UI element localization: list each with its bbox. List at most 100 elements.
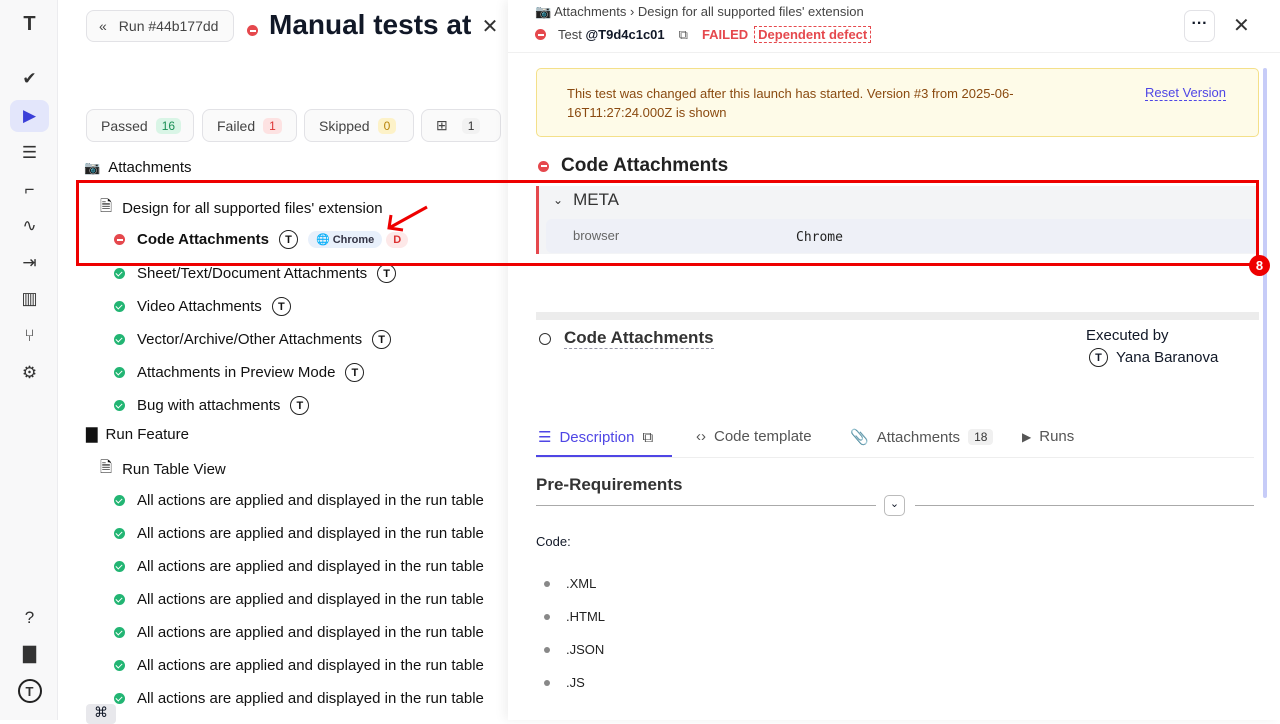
failed-status-icon xyxy=(247,25,258,36)
circle-status-icon xyxy=(539,332,551,345)
manual-test-icon: T xyxy=(290,396,310,415)
camera-icon: 📷 xyxy=(84,159,101,175)
test-item[interactable]: All actions are applied and displayed in… xyxy=(114,525,484,542)
test-item[interactable]: Sheet/Text/Document Attachments T xyxy=(114,264,397,283)
manual-test-icon: T xyxy=(271,297,291,316)
failed-status-icon xyxy=(535,29,546,40)
scrollbar[interactable] xyxy=(1263,68,1267,498)
test-item[interactable]: All actions are applied and displayed in… xyxy=(114,591,484,608)
meta-toggle[interactable]: ⌄ META xyxy=(553,190,620,209)
close-icon[interactable]: ✕ xyxy=(1233,15,1250,37)
executed-by-label: Executed by xyxy=(1086,327,1169,344)
test-item[interactable]: Vector/Archive/Other Attachments T xyxy=(114,330,392,349)
test-item[interactable]: Video Attachments T xyxy=(114,297,291,316)
paperclip-icon: 📎 xyxy=(850,429,869,446)
more-options-button[interactable]: ··· xyxy=(1184,10,1215,42)
version-notice: This test was changed after this launch … xyxy=(536,68,1259,137)
double-chevron-left-icon: « xyxy=(99,18,107,34)
meta-section: ⌄ META browser Chrome xyxy=(536,186,1258,254)
list-item: .JSON xyxy=(544,642,604,657)
chevron-down-icon: ⌄ xyxy=(553,193,564,207)
suite-attachments[interactable]: 📷 Attachments xyxy=(84,159,192,176)
filter-failed[interactable]: Failed 1 xyxy=(202,109,297,142)
test-code-attachments[interactable]: Code Attachments T 🌐 Chrome D xyxy=(114,230,409,249)
avatar-icon[interactable]: T xyxy=(10,675,49,707)
breadcrumb: 📷 Attachments › Design for all supported… xyxy=(535,4,864,19)
meta-value: Chrome xyxy=(796,230,843,245)
manual-test-icon: T xyxy=(278,230,298,249)
tab-description[interactable]: ☰ Description ⧉ xyxy=(538,428,654,447)
steps-icon[interactable]: ⌐ xyxy=(24,180,35,199)
logo-icon[interactable]: T xyxy=(23,12,36,35)
list-icon: ☰ xyxy=(538,429,552,446)
browser-tag: 🌐 Chrome xyxy=(307,231,383,248)
expand-button[interactable]: ⌄ xyxy=(884,495,905,516)
meta-key: browser xyxy=(573,228,620,243)
file-run-table-view[interactable]: 🗎 Run Table View xyxy=(100,457,226,482)
tab-attachments[interactable]: 📎 Attachments 18 xyxy=(850,428,994,446)
reset-version-link[interactable]: Reset Version xyxy=(1145,85,1226,101)
camera-icon: 📷 xyxy=(535,4,552,19)
filter-comments[interactable]: ⊞ 1 xyxy=(421,109,501,142)
sub-test-title[interactable]: Code Attachments xyxy=(564,328,714,349)
copy-icon[interactable]: ⧉ xyxy=(678,26,688,42)
annotation-badge: 8 xyxy=(1249,255,1270,276)
avatar: T xyxy=(1089,348,1108,367)
list-item: .HTML xyxy=(544,609,605,624)
manual-test-icon: T xyxy=(372,330,392,349)
file-check-icon: 🗎 xyxy=(100,459,113,476)
back-to-run-button[interactable]: «Run #44b177dd xyxy=(86,10,234,42)
list-check-icon[interactable]: ☰ xyxy=(21,143,38,162)
copy-icon: ⧉ xyxy=(642,428,654,446)
test-item[interactable]: All actions are applied and displayed in… xyxy=(114,558,484,575)
chart-icon[interactable]: ▥ xyxy=(21,289,38,308)
folder-icon[interactable]: ▇ xyxy=(22,644,37,663)
comment-plus-icon: ⊞ xyxy=(436,117,448,133)
tab-code-template[interactable]: ‹› Code template xyxy=(696,428,812,445)
pulse-icon[interactable]: ∿ xyxy=(22,216,37,235)
run-title: Manual tests at xyxy=(269,9,472,40)
test-item[interactable]: All actions are applied and displayed in… xyxy=(114,492,484,509)
failed-status-icon xyxy=(114,234,125,245)
play-icon: ▶ xyxy=(1022,429,1032,444)
status-label: FAILED xyxy=(701,27,749,42)
defect-label[interactable]: Dependent defect xyxy=(754,26,872,43)
test-detail-panel: 📷 Attachments › Design for all supported… xyxy=(508,0,1280,720)
resize-handle[interactable] xyxy=(536,312,1259,320)
test-heading: Code Attachments xyxy=(561,155,729,176)
test-item[interactable]: All actions are applied and displayed in… xyxy=(114,624,484,641)
test-item[interactable]: Bug with attachments T xyxy=(114,396,310,415)
manual-test-icon: T xyxy=(345,363,365,382)
test-item[interactable]: All actions are applied and displayed in… xyxy=(114,690,484,707)
test-item[interactable]: All actions are applied and displayed in… xyxy=(114,657,484,674)
shortcut-button[interactable]: ⌘ xyxy=(86,704,116,724)
run-panel: «Run #44b177dd Manual tests at ✕ Passed 1… xyxy=(58,0,508,724)
red-arrow-annotation xyxy=(387,205,428,232)
close-icon[interactable]: ✕ xyxy=(473,10,507,42)
play-circle-icon[interactable]: ▶ xyxy=(10,100,49,132)
test-id: @T9d4c1c01 xyxy=(585,27,665,42)
import-icon[interactable]: ⇥ xyxy=(22,253,37,272)
help-icon[interactable]: ? xyxy=(24,608,35,627)
sidebar-nav: T ✔ ▶ ☰ ⌐ ∿ ⇥ ▥ ⑂ ⚙ ? ▇ T xyxy=(0,0,58,720)
test-item[interactable]: Attachments in Preview Mode T xyxy=(114,363,365,382)
filter-skipped[interactable]: Skipped 0 xyxy=(304,109,414,142)
file-design[interactable]: 🗎 Design for all supported files' extensi… xyxy=(100,196,383,221)
section-heading: Pre-Requirements xyxy=(536,475,683,494)
file-check-icon: 🗎 xyxy=(100,198,113,215)
gear-icon[interactable]: ⚙ xyxy=(21,363,38,382)
code-label: Code: xyxy=(536,534,571,549)
tab-runs[interactable]: ▶ Runs xyxy=(1022,428,1075,445)
list-item: .XML xyxy=(544,576,596,591)
folder-icon: ▇ xyxy=(86,426,98,443)
branch-icon[interactable]: ⑂ xyxy=(24,326,35,345)
manual-test-icon: T xyxy=(377,264,397,283)
annotation-box xyxy=(76,180,1259,266)
filter-passed[interactable]: Passed 16 xyxy=(86,109,194,142)
defect-badge: D xyxy=(386,231,409,248)
code-icon: ‹› xyxy=(696,428,706,445)
executor-name: Yana Baranova xyxy=(1116,349,1219,366)
check-icon[interactable]: ✔ xyxy=(22,69,37,88)
list-item: .JS xyxy=(544,675,585,690)
folder-run-feature[interactable]: ▇ Run Feature xyxy=(86,425,189,444)
